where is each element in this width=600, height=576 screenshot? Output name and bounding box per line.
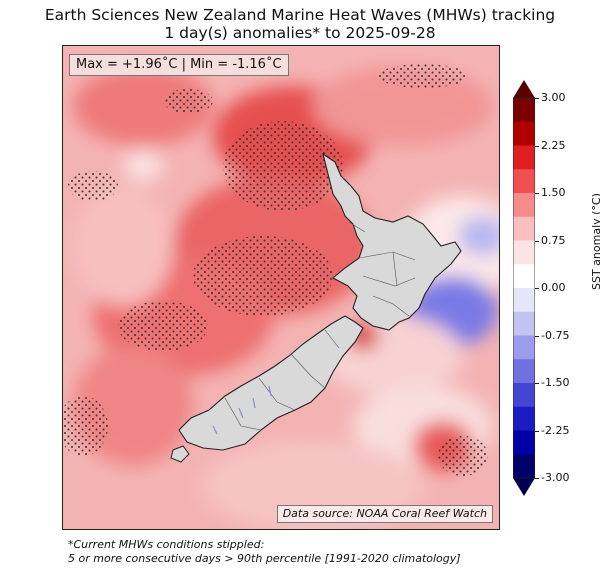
colorbar-segment xyxy=(513,288,535,313)
map-title: Earth Sciences New Zealand Marine Heat W… xyxy=(44,6,556,24)
colorbar-segment xyxy=(513,454,535,479)
north-island-landmass xyxy=(322,152,462,331)
max-min-label: Max = +1.96˚C | Min = -1.16˚C xyxy=(69,54,289,76)
colorbar-tick-label: -1.50 xyxy=(534,376,570,389)
colorbar-segment xyxy=(513,264,535,289)
colorbar-segment xyxy=(513,430,535,455)
colorbar-top-arrow xyxy=(513,80,535,98)
colorbar-bottom-arrow xyxy=(513,478,535,496)
colorbar-tick-label: -0.75 xyxy=(534,328,570,342)
colorbar-segment xyxy=(513,98,535,123)
footnote-line-2: 5 or more consecutive days > 90th percen… xyxy=(68,552,461,565)
colorbar-tick-label: 0.00 xyxy=(535,281,566,294)
colorbar-segments xyxy=(513,98,535,479)
colorbar-tick-label: 1.50 xyxy=(535,186,566,199)
mhw-stippling xyxy=(63,64,488,476)
colorbar-segment xyxy=(513,121,535,146)
colorbar-tick-label: 2.25 xyxy=(535,138,566,152)
colorbar-tick-label: -3.00 xyxy=(534,471,570,484)
stewart-island xyxy=(170,445,190,463)
colorbar xyxy=(513,80,535,496)
data-source-label: Data source: NOAA Coral Reef Watch xyxy=(276,505,493,523)
colorbar-outline xyxy=(513,97,535,479)
colorbar-segment xyxy=(513,145,535,170)
colorbar-segment xyxy=(513,335,535,360)
footnote-line-1: *Current MHWs conditions stippled: xyxy=(68,538,265,551)
colorbar-tick-label: 3.00 xyxy=(535,91,566,104)
colorbar-segment xyxy=(513,193,535,218)
colorbar-tick-label: -2.25 xyxy=(534,423,570,437)
colorbar-segment xyxy=(513,311,535,336)
colorbar-segment xyxy=(513,216,535,241)
colorbar-tick-label: 0.75 xyxy=(535,233,566,247)
south-island-landmass xyxy=(178,315,364,451)
map-canvas xyxy=(63,46,499,529)
lakes xyxy=(212,385,272,435)
north-island-regions xyxy=(348,221,416,317)
sst-anomaly-map: Max = +1.96˚C | Min = -1.16˚C Data sourc… xyxy=(62,45,500,530)
colorbar-segment xyxy=(513,169,535,194)
map-subtitle: 1 day(s) anomalies* to 2025-09-28 xyxy=(164,24,436,42)
colorbar-segment xyxy=(513,383,535,408)
colorbar-label: SST anomaly (°C) xyxy=(590,193,600,290)
colorbar-segment xyxy=(513,406,535,431)
colorbar-segment xyxy=(513,240,535,265)
colorbar-segment xyxy=(513,359,535,384)
south-island-regions xyxy=(224,329,340,431)
